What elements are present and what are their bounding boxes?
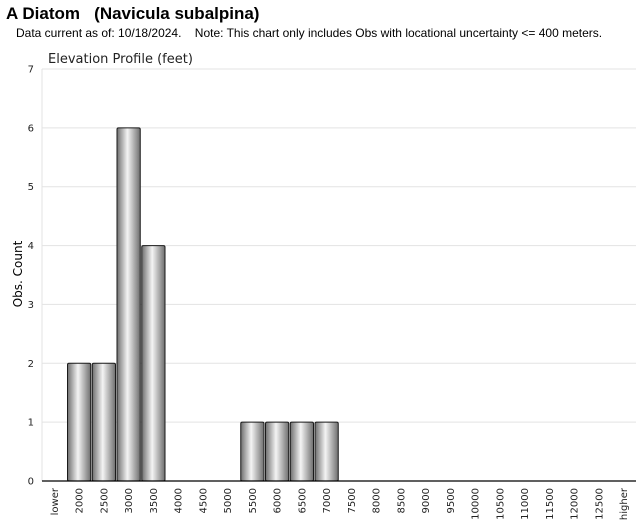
x-tick-label: 4000 [174, 488, 185, 513]
x-tick-label: 6500 [297, 488, 308, 513]
y-tick-labels: 0 1 2 3 4 5 6 7 [28, 65, 34, 488]
y-tick-label: 2 [28, 359, 34, 370]
x-tick-label: 6000 [273, 488, 284, 513]
x-tick-label: 5500 [248, 488, 259, 513]
y-tick-label: 0 [28, 477, 34, 488]
y-tick-label: 3 [28, 300, 34, 311]
x-tick-label: lower [50, 487, 61, 515]
x-tick-label: 2000 [75, 488, 86, 513]
y-tick-label: 7 [28, 65, 34, 76]
x-tick-label: 9500 [446, 488, 457, 513]
y-tick-label: 1 [28, 418, 34, 429]
x-tick-label: 11000 [520, 488, 531, 520]
bar-3500 [141, 245, 166, 482]
bar-7000 [314, 421, 339, 482]
x-tick-label: 3500 [149, 488, 160, 513]
bar-3000 [116, 127, 141, 482]
x-tick-label: 2500 [99, 488, 110, 513]
y-axis-label: Obs. Count [11, 240, 25, 307]
y-tick-label: 5 [28, 182, 34, 193]
x-tick-label: 8000 [372, 488, 383, 513]
y-tick-label: 4 [28, 241, 34, 252]
x-tick-label: 12000 [570, 488, 581, 520]
x-tick-label: 10000 [471, 488, 482, 520]
bar-6500 [289, 421, 314, 482]
x-tick-label: 3000 [124, 488, 135, 513]
x-tick-label: 12500 [594, 488, 605, 520]
grid-lines [42, 68, 636, 423]
x-tick-label: 8500 [396, 488, 407, 513]
x-tick-label: higher [619, 487, 630, 520]
y-tick-label: 6 [28, 123, 34, 134]
page-title: A Diatom (Navicula subalpina) [6, 4, 260, 23]
x-tick-label: 10500 [495, 488, 506, 520]
bar-2500 [91, 362, 116, 482]
x-tick-label: 4500 [198, 488, 209, 513]
x-tick-label: 7000 [322, 488, 333, 513]
bar-5500 [240, 421, 265, 482]
x-tick-label: 5000 [223, 488, 234, 513]
bars [67, 127, 339, 482]
x-tick-labels: lower 2000 2500 3000 3500 4000 4500 5000 5500 600… [50, 487, 630, 520]
chart-title: Elevation Profile (feet) [48, 52, 193, 67]
x-tick-label: 9000 [421, 488, 432, 513]
axes [41, 69, 636, 482]
data-currency-note: Data current as of: 10/18/2024. Note: Th… [16, 26, 603, 40]
x-tick-label: 7500 [347, 488, 358, 513]
x-tick-label: 11500 [545, 488, 556, 520]
bar-6000 [265, 421, 290, 482]
bar-2000 [67, 362, 92, 482]
